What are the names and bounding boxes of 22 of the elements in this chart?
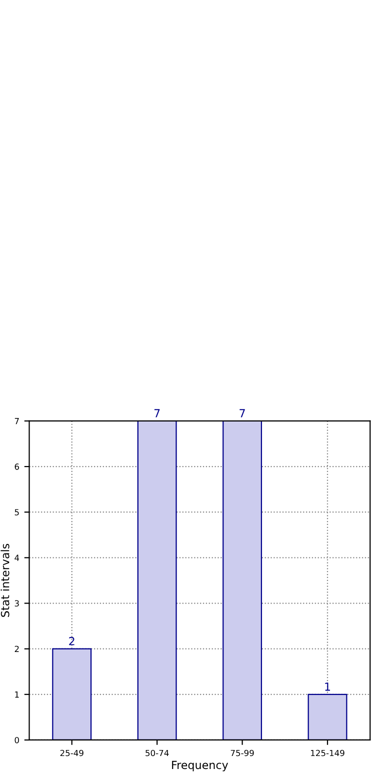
bar — [308, 694, 348, 740]
y-tick-label: 6 — [14, 464, 20, 470]
y-tick-label: 1 — [15, 692, 19, 698]
x-axis-title: Frequency — [172, 760, 228, 772]
x-tick-label: 25-49 — [60, 750, 84, 756]
y-tick-label: 0 — [14, 736, 19, 744]
data-label: 2 — [69, 636, 74, 646]
y-tick-label: 7 — [14, 418, 19, 424]
bar — [137, 420, 177, 740]
data-label: 1 — [325, 682, 330, 691]
data-label: 7 — [240, 409, 245, 418]
y-tick-label: 2 — [14, 646, 19, 652]
y-tick-label: 5 — [14, 509, 19, 516]
bar — [222, 420, 262, 740]
x-tick-label: 50-74 — [146, 750, 169, 756]
bar — [52, 648, 92, 740]
x-tick-label: 75-99 — [230, 750, 254, 756]
x-tick-label: 125-149 — [311, 750, 344, 756]
y-tick-label: 3 — [14, 600, 19, 607]
y-tick-label: 4 — [14, 554, 20, 561]
data-label: 7 — [154, 409, 160, 418]
y-axis-title: Stat intervals — [0, 544, 10, 617]
